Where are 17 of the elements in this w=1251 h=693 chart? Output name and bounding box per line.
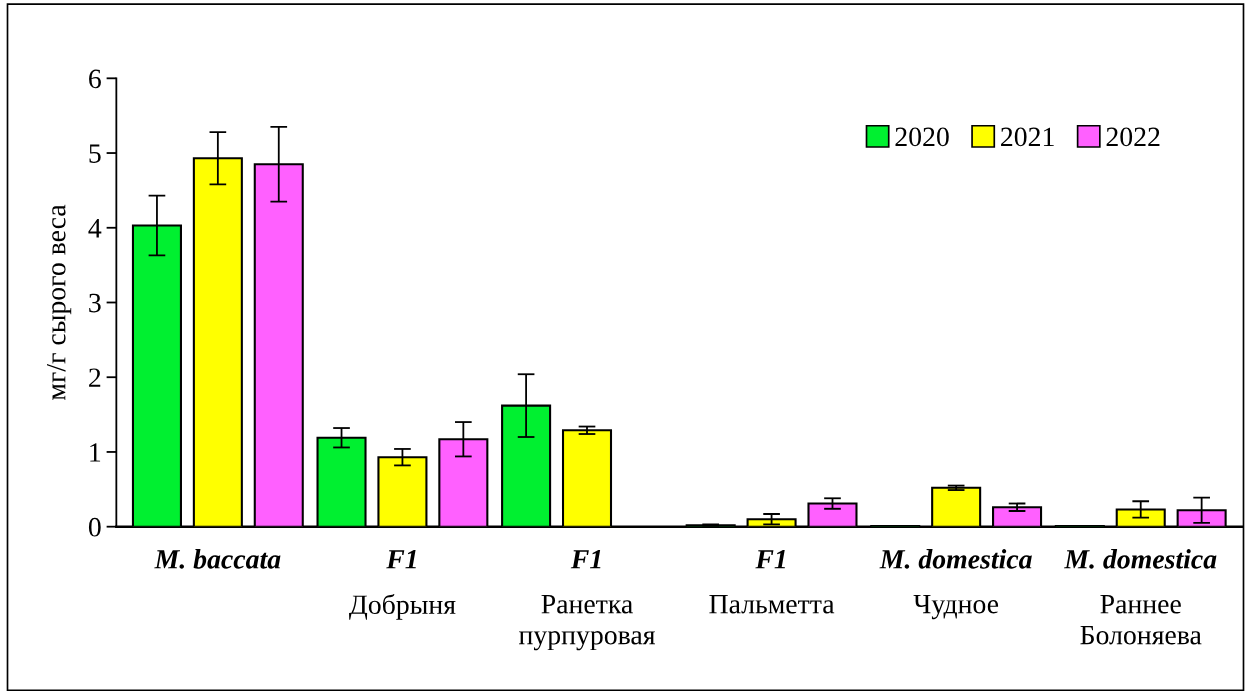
- x-tick-label: M. domestica Чудное: [879, 549, 1032, 620]
- x-tick-label: M. baccata: [154, 549, 281, 569]
- y-tick-label: 4: [88, 219, 102, 238]
- x-tick-label: F1 Добрыня: [349, 550, 456, 620]
- y-tick-label: 0: [88, 517, 101, 537]
- y-tick-label: 5: [89, 144, 101, 163]
- x-tick-label: F1 Ранетка пурпуровая: [519, 550, 656, 651]
- y-tick-label: 2: [89, 368, 101, 387]
- y-tick-label: 3: [89, 293, 101, 313]
- y-tick-label: 6: [89, 69, 101, 89]
- y-tick-label: 1: [90, 443, 101, 462]
- legend-label: 2020: [895, 127, 949, 147]
- x-tick-label: M. domestica Раннее Болоняева: [1063, 549, 1217, 645]
- legend-label: 2022: [1106, 127, 1160, 147]
- y-axis-title: мг/г сырого веса: [46, 204, 72, 401]
- legend-label: 2021: [1001, 127, 1054, 147]
- x-tick-label: F1 Пальметта: [709, 550, 835, 614]
